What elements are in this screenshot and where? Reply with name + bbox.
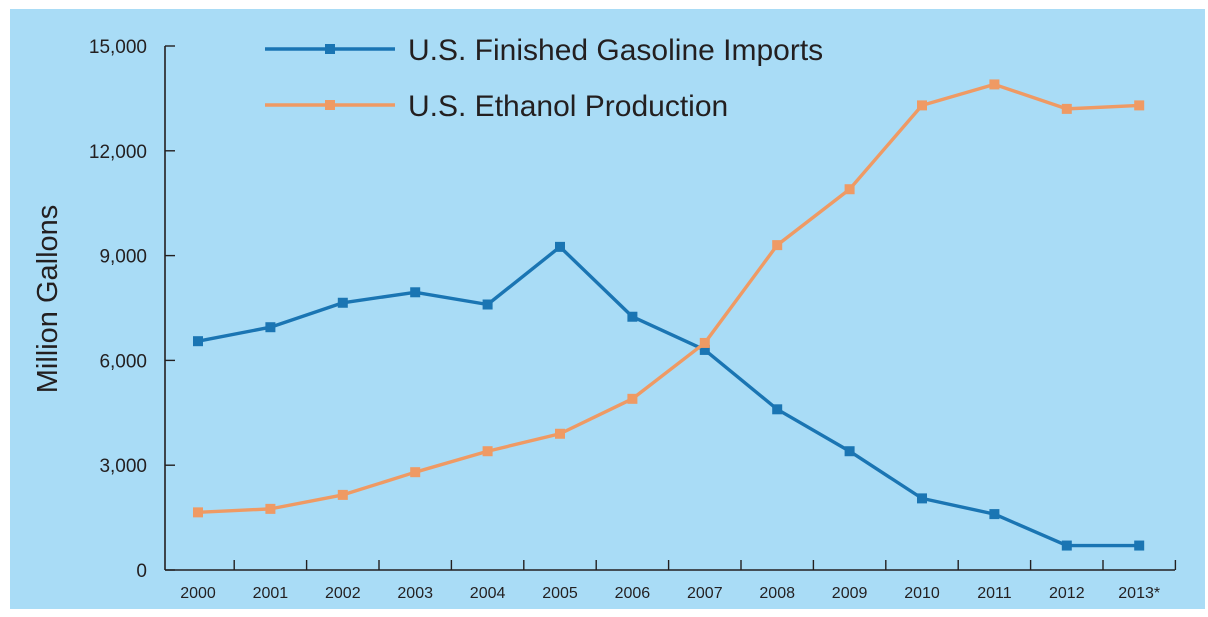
- data-point: [989, 79, 1000, 90]
- series-ethanol-production: [193, 79, 1145, 518]
- data-point: [482, 299, 493, 310]
- data-point: [917, 100, 927, 111]
- y-tick-label: 0: [136, 561, 147, 582]
- x-tick-label: 2010: [904, 585, 940, 602]
- legend-item: U.S. Finished Gasoline Imports: [265, 34, 823, 67]
- data-point: [1134, 100, 1145, 111]
- data-point: [265, 503, 276, 514]
- data-point: [410, 467, 421, 478]
- y-tick-label: 3,000: [99, 456, 147, 477]
- x-tick-label: 2008: [759, 585, 795, 602]
- data-point: [1134, 540, 1145, 551]
- data-point: [482, 446, 493, 457]
- data-point: [193, 336, 203, 347]
- data-point: [844, 184, 855, 195]
- data-point: [193, 507, 203, 518]
- x-tick-label: 2013*: [1118, 585, 1160, 602]
- axes: [164, 46, 1175, 571]
- y-axis-label: Million Gallons: [32, 205, 64, 394]
- x-axis-ticks: 2000 2001 2002 2003 2004 2005 2006 2007 2008 2009…: [180, 560, 1177, 602]
- series-line: [197, 245, 1140, 548]
- data-point: [265, 322, 276, 333]
- data-point: [1061, 103, 1072, 114]
- series-gasoline-imports: [193, 241, 1145, 551]
- x-tick-label: 2003: [397, 585, 433, 602]
- data-point: [772, 240, 783, 251]
- data-point: [627, 311, 638, 322]
- legend-marker: [325, 100, 335, 110]
- y-tick-label: 12,000: [89, 142, 147, 163]
- legend: U.S. Finished Gasoline Imports U.S. Ethan…: [265, 34, 823, 123]
- data-point: [337, 297, 348, 308]
- data-point: [699, 344, 710, 355]
- data-point: [555, 241, 565, 252]
- y-tick-label: 9,000: [99, 247, 147, 268]
- x-tick-label: 2000: [180, 585, 216, 602]
- x-tick-label: 2006: [615, 585, 651, 602]
- series-line: [197, 82, 1140, 515]
- x-tick-label: 2011: [977, 585, 1012, 602]
- data-point: [844, 446, 855, 457]
- y-axis-ticks: 15,000 12,000 9,000 6,000 3,000 0: [89, 37, 175, 582]
- data-point: [627, 393, 638, 404]
- y-tick-label: 6,000: [99, 351, 147, 372]
- data-point: [410, 287, 421, 298]
- x-tick-label: 2002: [325, 585, 361, 602]
- data-point: [917, 493, 927, 504]
- x-tick-label: 2007: [687, 585, 723, 602]
- legend-marker: [325, 44, 335, 54]
- x-tick-label: 2004: [470, 585, 506, 602]
- data-point: [1061, 540, 1072, 551]
- x-tick-label: 2009: [832, 585, 868, 602]
- data-point: [989, 509, 1000, 520]
- y-tick-label: 15,000: [89, 37, 147, 58]
- x-tick-label: 2012: [1049, 585, 1085, 602]
- chart-panel: 15,000 12,000 9,000 6,000 3,000 0 2000 2001 200…: [10, 9, 1205, 609]
- data-point: [699, 337, 710, 348]
- legend-label: U.S. Finished Gasoline Imports: [408, 34, 823, 67]
- legend-label: U.S. Ethanol Production: [408, 90, 728, 123]
- series-layer: [193, 79, 1145, 551]
- legend-item: U.S. Ethanol Production: [265, 90, 728, 123]
- x-tick-label: 2001: [253, 585, 289, 602]
- data-point: [772, 404, 783, 415]
- data-point: [555, 428, 565, 439]
- data-point: [337, 489, 348, 500]
- x-tick-label: 2005: [542, 585, 578, 602]
